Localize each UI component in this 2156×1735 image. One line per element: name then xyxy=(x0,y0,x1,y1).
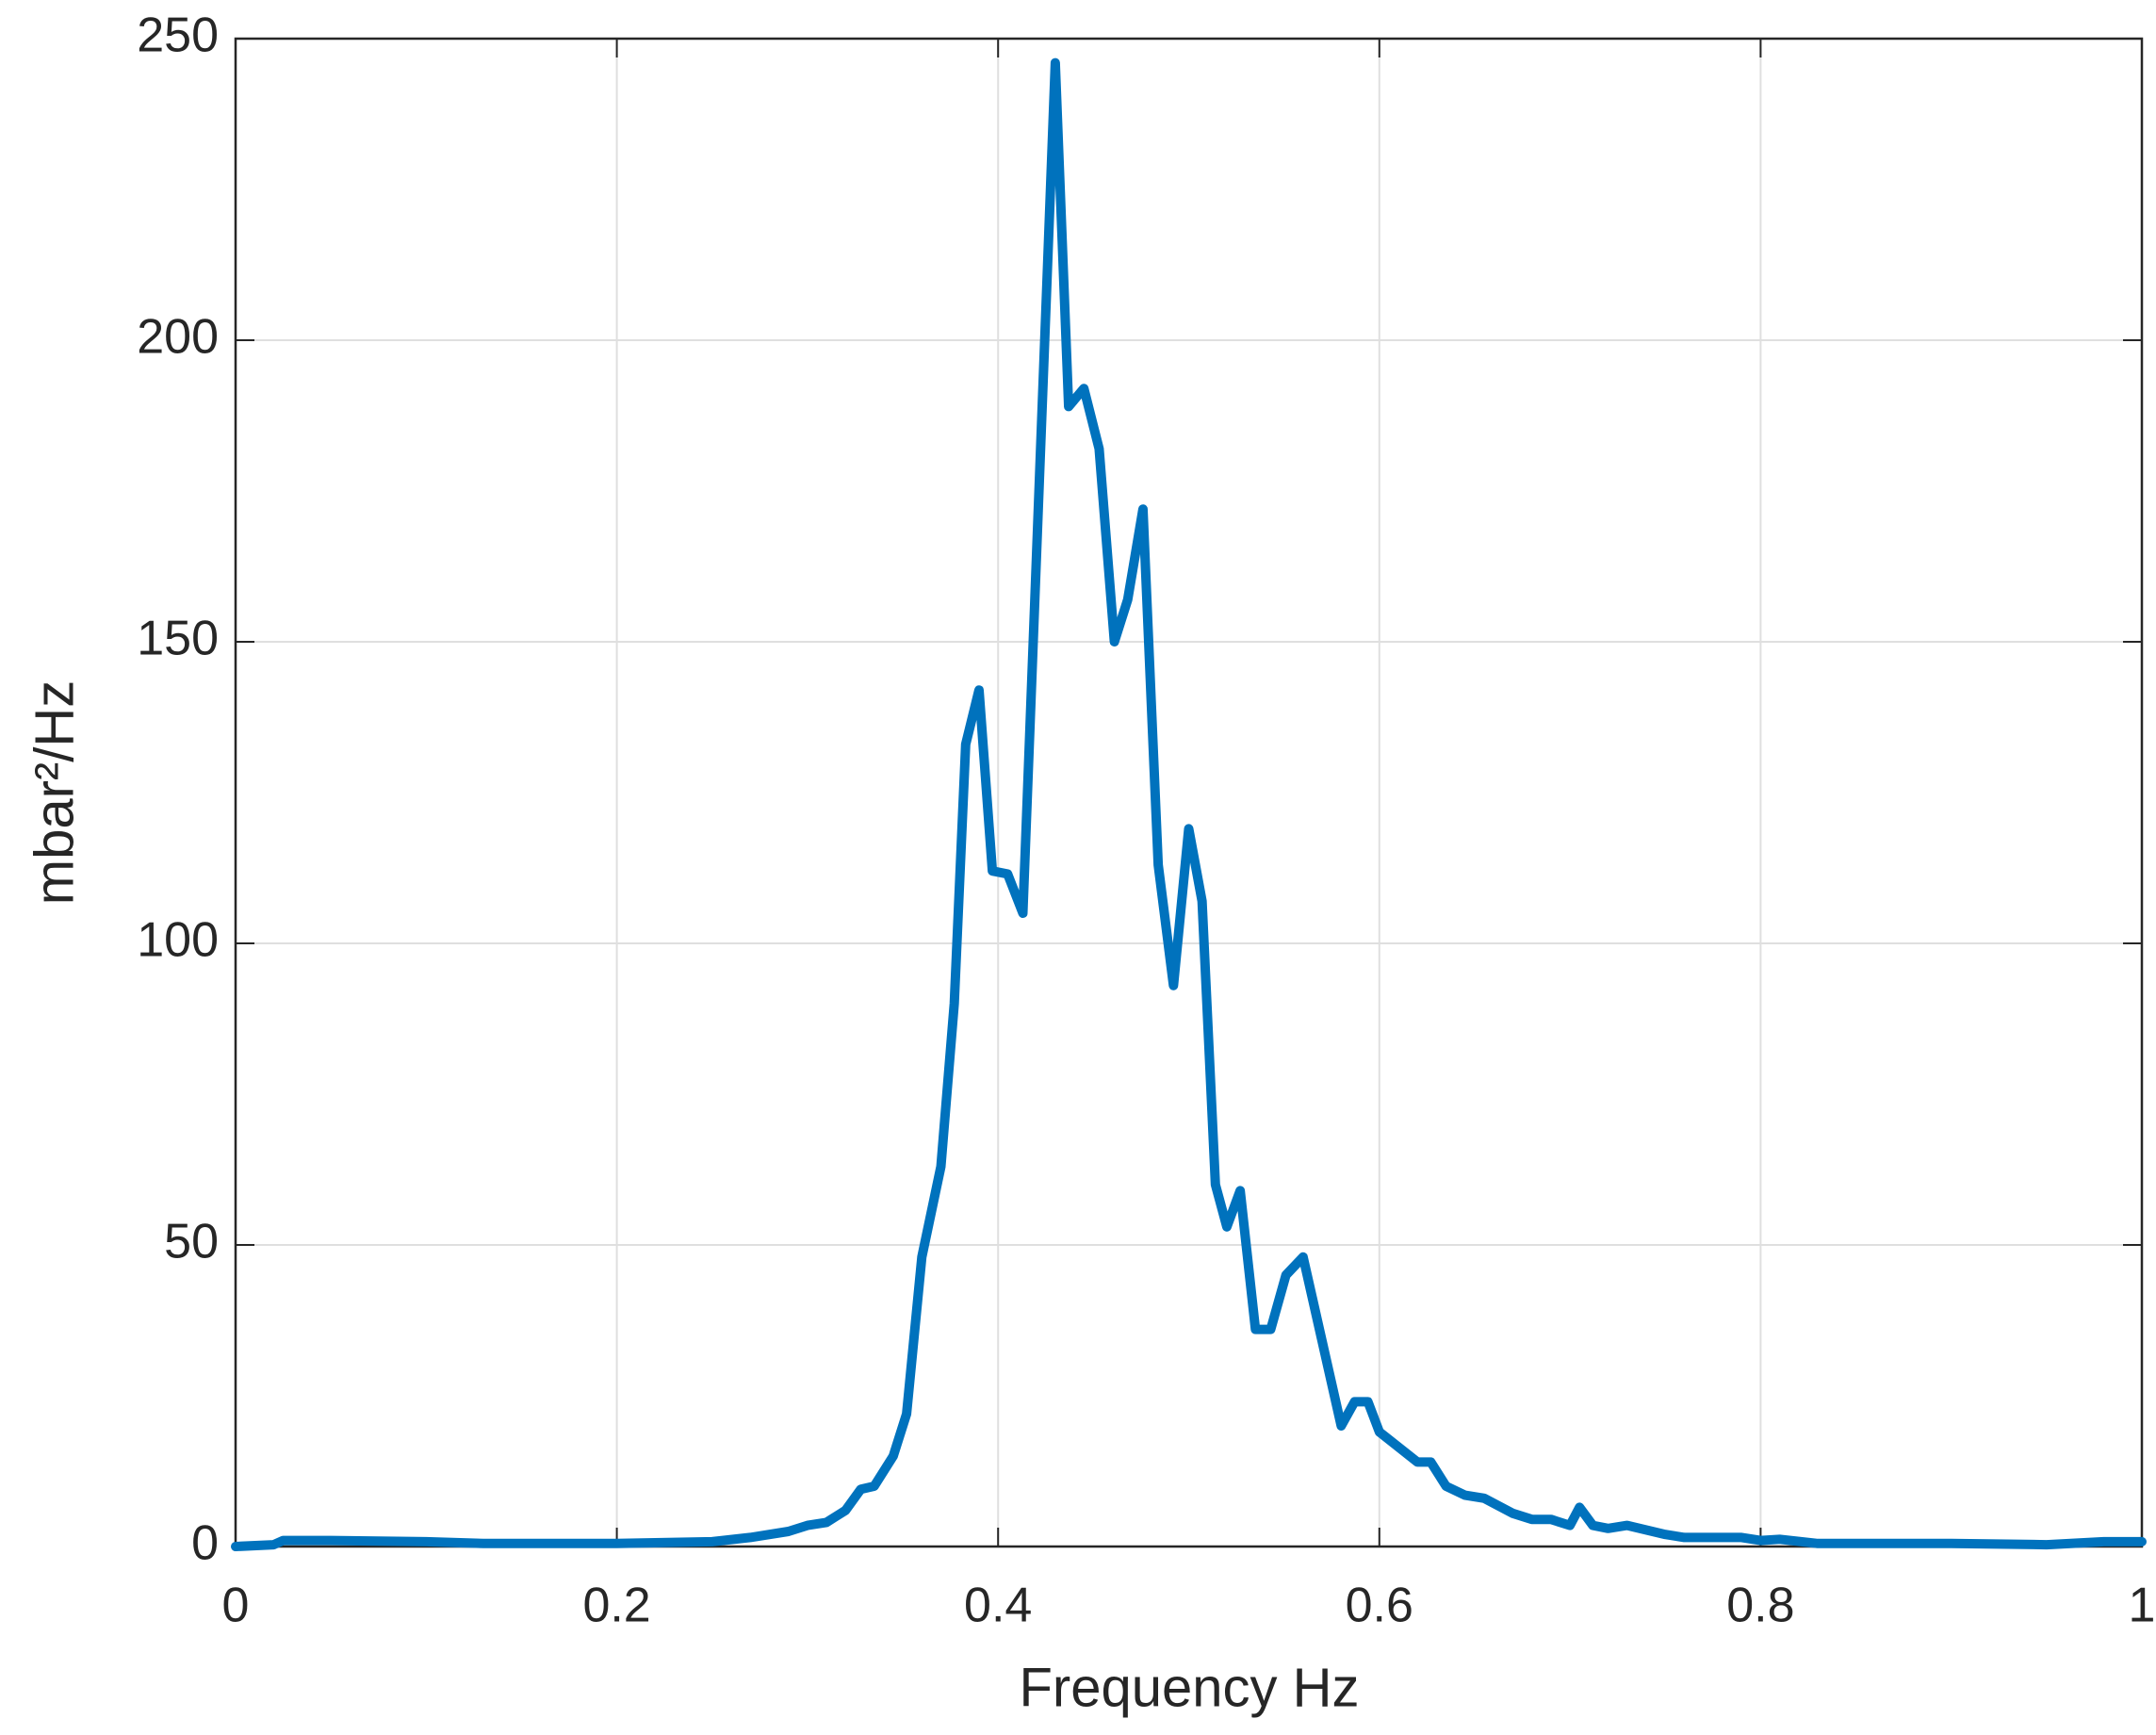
x-tick-label: 0.6 xyxy=(1346,1579,1413,1633)
y-tick-label: 200 xyxy=(137,310,219,365)
y-tick-label: 150 xyxy=(137,612,219,666)
y-tick-label: 0 xyxy=(191,1516,219,1571)
x-tick-label: 0 xyxy=(222,1579,250,1633)
x-tick-label: 0.8 xyxy=(1726,1579,1794,1633)
axes-box xyxy=(234,37,2144,1548)
x-tick-label: 1 xyxy=(2129,1579,2156,1633)
y-axis-label: mbar²/Hz xyxy=(24,680,85,905)
y-tick-label: 50 xyxy=(164,1215,219,1269)
y-tick-label: 100 xyxy=(137,913,219,968)
y-tick-label: 250 xyxy=(137,8,219,63)
x-tick-label: 0.4 xyxy=(964,1579,1032,1633)
x-tick-label: 0.2 xyxy=(582,1579,650,1633)
data-line xyxy=(231,57,2147,1551)
x-axis-label: Frequency Hz xyxy=(1019,1657,1359,1718)
